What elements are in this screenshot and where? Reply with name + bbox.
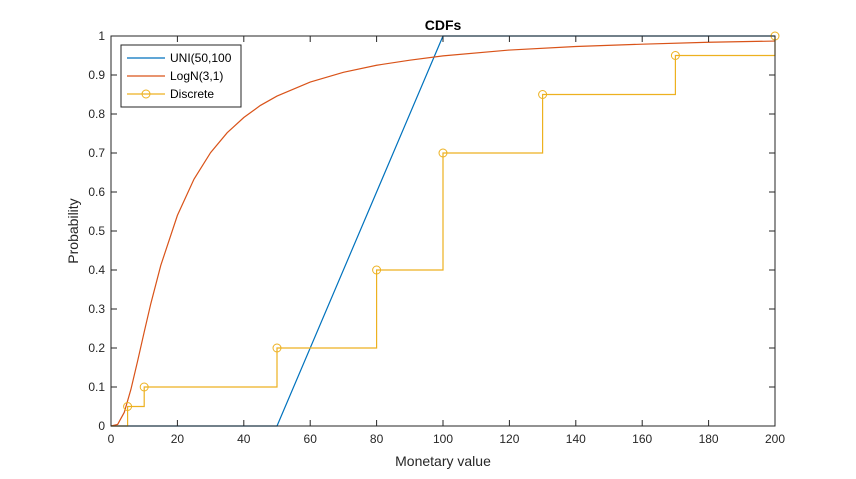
y-tick-label: 0.7: [88, 146, 105, 160]
legend-entry: Discrete: [127, 87, 214, 101]
axes-layer: 0 20 40 60 80 100 120 140 160 180 200 0 0.1 0.2 0.3 0.4…: [88, 29, 785, 446]
y-tick-label: 1: [98, 29, 105, 43]
x-tick-label: 40: [237, 432, 251, 446]
y-tick-label: 0.5: [88, 224, 105, 238]
x-tick-label: 120: [499, 432, 519, 446]
y-tick-label: 0.4: [88, 263, 105, 277]
chart-title: CDFs: [425, 17, 462, 33]
x-tick-label: 100: [433, 432, 453, 446]
x-tick-label: 80: [370, 432, 384, 446]
data-point-marker: [670, 51, 680, 60]
x-axis-label: Monetary value: [395, 453, 491, 469]
y-tick-label: 0.9: [88, 68, 105, 82]
x-tick-label: 180: [699, 432, 719, 446]
series-line-1: [110, 40, 776, 427]
x-tick-label: 60: [304, 432, 318, 446]
data-point-marker: [372, 265, 382, 275]
y-axis-label: Probability: [65, 198, 81, 263]
legend-marker: [141, 89, 151, 99]
y-tick-label: 0.8: [88, 107, 105, 121]
legend-label: LogN(3,1): [170, 69, 223, 83]
data-point-marker: [139, 382, 149, 392]
y-tick-label: 0.3: [88, 302, 105, 316]
y-tick-label: 0.1: [88, 380, 105, 394]
x-tick-label: 160: [632, 432, 652, 446]
legend-label: Discrete: [170, 87, 214, 101]
x-tick-label: 140: [566, 432, 586, 446]
series-2: [111, 31, 780, 427]
y-tick-label: 0: [98, 419, 105, 433]
data-point-marker: [438, 148, 448, 158]
series-1: [110, 40, 776, 427]
legend: UNI(50,100 LogN(3,1) Discrete: [120, 44, 242, 108]
data-point-marker: [538, 90, 548, 99]
legend-entry: LogN(3,1): [127, 69, 223, 83]
legend-entry: UNI(50,100: [127, 51, 232, 65]
y-tick-label: 0.6: [88, 185, 105, 199]
series-line-2: [111, 36, 776, 427]
data-point-marker: [272, 343, 282, 353]
legend-label: UNI(50,100: [170, 51, 232, 65]
y-tick-label: 0.2: [88, 341, 105, 355]
x-tick-label: 200: [765, 432, 785, 446]
x-tick-label: 0: [108, 432, 115, 446]
x-tick-label: 20: [171, 432, 185, 446]
data-point-marker: [123, 402, 133, 411]
